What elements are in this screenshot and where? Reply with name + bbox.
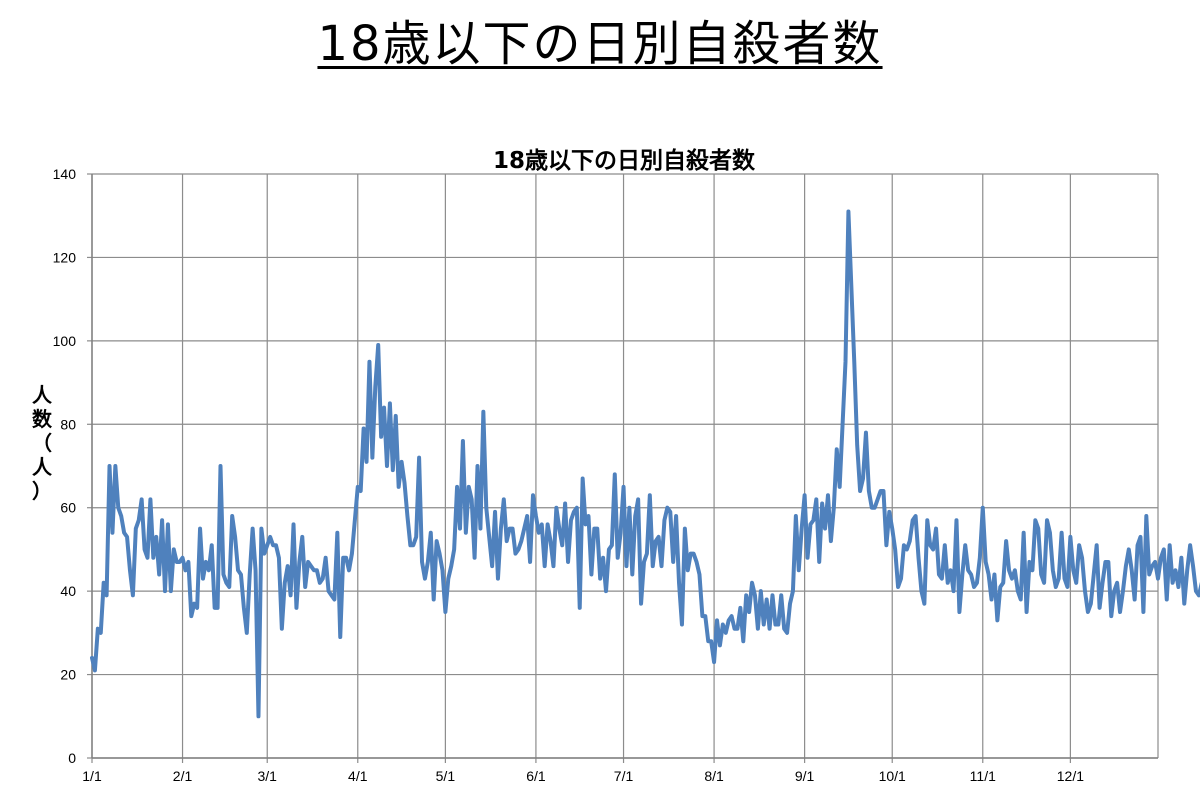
y-axis-label-char: 数: [32, 407, 53, 431]
y-tick-label-40: 40: [60, 583, 76, 599]
x-tick-label-6-1: 6/1: [526, 768, 546, 784]
y-tick-label-120: 120: [53, 249, 77, 265]
y-axis-label-char: （: [32, 431, 52, 455]
x-tick-label-9-1: 9/1: [795, 768, 815, 784]
y-tick-label-80: 80: [60, 416, 76, 432]
x-tick-label-1-1: 1/1: [82, 768, 102, 784]
y-tick-label-100: 100: [53, 333, 77, 349]
page-title: 18歳以下の日別自殺者数: [317, 16, 883, 72]
y-tick-label-0: 0: [68, 750, 76, 766]
x-tick-label-12-1: 12/1: [1057, 768, 1084, 784]
y-axis-label: 人数（人）: [32, 383, 53, 503]
y-tick-label-20: 20: [60, 667, 76, 683]
x-tick-label-11-1: 11/1: [970, 768, 996, 784]
x-tick-label-3-1: 3/1: [257, 768, 277, 784]
x-tick-label-2-1: 2/1: [173, 768, 193, 784]
y-axis-label-char: ）: [32, 479, 52, 503]
gridlines: [91, 173, 1159, 759]
y-axis-label-text: 人数（人）: [32, 383, 53, 503]
chart-title: 18歳以下の日別自殺者数: [493, 147, 756, 174]
series-line-0: [90, 209, 1200, 719]
y-tick-label-60: 60: [60, 500, 76, 516]
y-tick-labels: 0 20 40 60 80 100 120 140: [53, 166, 77, 766]
y-tick-label-140: 140: [53, 166, 77, 182]
x-tick-label-10-1: 10/1: [879, 768, 906, 784]
x-tick-label-7-1: 7/1: [614, 768, 634, 784]
y-axis-label-char: 人: [32, 455, 53, 479]
x-tick-label-4-1: 4/1: [348, 768, 368, 784]
y-axis-label-char: 人: [32, 383, 53, 407]
x-tick-label-8-1: 8/1: [704, 768, 724, 784]
x-tick-label-5-1: 5/1: [436, 768, 456, 784]
series-layer: [90, 209, 1200, 719]
x-tick-labels: 1/1 2/1 3/1 4/1 5/1 6/1 7/1 8/1 9/1 10/1 11/1 12/1: [82, 768, 1084, 784]
